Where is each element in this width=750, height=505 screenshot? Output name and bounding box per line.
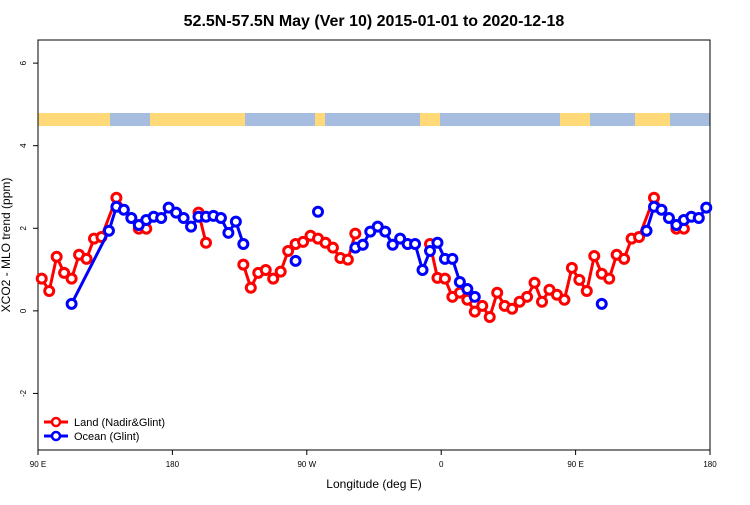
data-point — [200, 236, 212, 249]
y-tick-label: 6 — [19, 60, 28, 65]
data-point — [603, 272, 616, 285]
legend-label: Ocean (Glint) — [74, 431, 139, 443]
data-point — [565, 261, 578, 274]
data-point — [431, 236, 444, 249]
data-point — [155, 211, 168, 224]
data-point — [580, 285, 593, 298]
data-point — [312, 205, 324, 218]
data-point — [274, 265, 287, 278]
data-point — [222, 226, 235, 239]
data-point — [80, 252, 93, 265]
chart-title: 52.5N-57.5N May (Ver 10) 2015-01-01 to 2… — [184, 13, 565, 30]
data-point — [461, 282, 474, 295]
legend-item: Ocean (Glint) — [44, 430, 139, 443]
x-tick-label: 180 — [166, 460, 180, 469]
data-point — [453, 275, 466, 288]
data-point — [341, 253, 354, 266]
data-point — [65, 297, 78, 310]
x-tick-label: 90 E — [567, 460, 583, 469]
data-point — [244, 281, 257, 294]
y-axis-label: XCO2 - MLO trend (ppm) — [0, 178, 13, 313]
data-point — [267, 272, 280, 285]
data-point — [35, 272, 48, 285]
data-point — [438, 272, 451, 285]
x-tick-label: 90 W — [297, 460, 316, 469]
data-point — [394, 232, 407, 245]
data-point — [297, 235, 310, 248]
data-point — [43, 285, 56, 298]
data-point — [640, 224, 653, 237]
x-axis-label: Longitude (deg E) — [326, 477, 421, 491]
data-point — [468, 305, 481, 318]
plot-frame — [37, 39, 711, 451]
data-point — [289, 254, 302, 267]
data-point — [446, 252, 459, 265]
data-point — [386, 238, 399, 251]
data-point — [468, 290, 481, 303]
data-point — [326, 241, 339, 254]
data-point — [528, 276, 541, 289]
data-point — [633, 230, 646, 243]
legend-marker — [50, 416, 62, 428]
legend-item: Land (Nadir&Glint) — [44, 416, 165, 429]
x-tick-label: 180 — [703, 460, 717, 469]
data-point — [536, 295, 548, 308]
data-point — [662, 211, 675, 224]
y-tick-label: 0 — [19, 308, 28, 313]
x-tick-label: 0 — [439, 460, 444, 469]
data-point — [237, 258, 250, 271]
data-point — [558, 293, 571, 306]
y-tick-label: 2 — [19, 226, 28, 231]
data-point — [177, 211, 190, 224]
data-point — [424, 244, 436, 257]
data-point — [356, 238, 369, 251]
legend-marker — [50, 430, 62, 442]
data-point — [655, 203, 668, 216]
data-point — [483, 311, 496, 324]
data-point — [117, 203, 130, 216]
surface-strip — [38, 113, 710, 126]
data-point — [237, 237, 250, 250]
data-point — [102, 224, 115, 237]
data-point — [476, 299, 489, 312]
y-tick-label: 4 — [19, 143, 28, 148]
data-point — [588, 249, 601, 262]
data-point — [65, 272, 78, 285]
data-point — [573, 273, 586, 286]
data-point — [50, 250, 63, 263]
data-point — [506, 302, 519, 315]
data-point — [125, 211, 138, 224]
x-tick-label: 90 E — [30, 460, 46, 469]
data-point — [700, 201, 713, 214]
data-point — [259, 263, 272, 276]
data-point — [282, 244, 295, 257]
data-point — [618, 252, 631, 265]
data-point — [416, 263, 429, 276]
data-point — [170, 206, 183, 219]
data-point — [409, 237, 422, 250]
data-point — [58, 266, 71, 279]
data-point — [349, 227, 362, 240]
data-point — [379, 225, 392, 238]
data-point — [185, 220, 198, 233]
data-point — [214, 211, 227, 224]
data-point — [595, 297, 608, 310]
data-point — [521, 290, 534, 303]
legend-label: Land (Nadir&Glint) — [74, 417, 165, 429]
y-tick-label: -2 — [19, 389, 28, 397]
data-point — [692, 211, 705, 224]
data-point — [229, 215, 242, 228]
data-point — [491, 286, 504, 299]
